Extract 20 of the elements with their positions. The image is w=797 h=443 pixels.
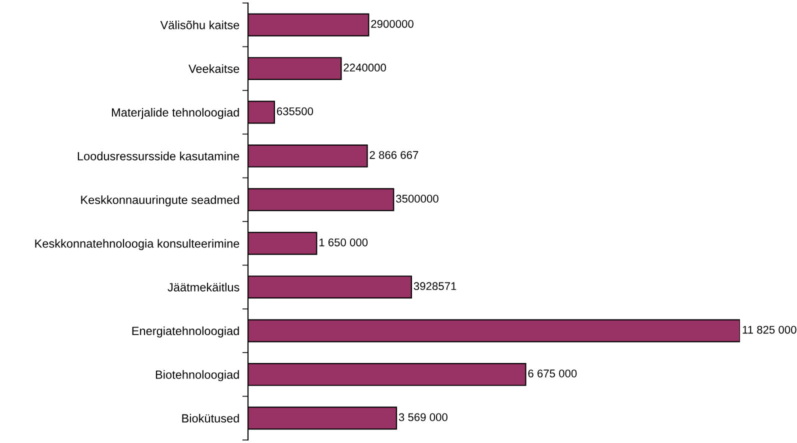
- y-tick-label: Biokütused: [182, 414, 239, 423]
- data-label: 6 675 000: [528, 370, 577, 378]
- y-tick-label: Veekaitse: [188, 64, 240, 73]
- data-label: 2 866 667: [370, 151, 418, 159]
- y-tick-label: Energiatehnoloogiad: [132, 326, 239, 338]
- y-tick-label: Keskkonnatehnoloogia konsulteerimine: [35, 239, 240, 250]
- y-tick-label: Biotehnoloogiad: [156, 370, 239, 382]
- y-tick-label: Välisõhu kaitse: [160, 20, 240, 30]
- data-label: 2240000: [344, 64, 386, 72]
- y-tick-label: Jäätmekäitlus: [168, 282, 240, 292]
- data-label: 11 825 000: [742, 326, 796, 334]
- data-label: 3928571: [414, 282, 456, 290]
- data-label: 2900000: [371, 20, 414, 28]
- y-tick-label: Materjalide tehnoloogiad: [112, 108, 239, 119]
- y-tick-label: Keskkonnauuringute seadmed: [81, 195, 239, 206]
- data-label: 635500: [276, 107, 314, 116]
- data-label: 3 569 000: [398, 413, 448, 422]
- data-label: 1 650 000: [319, 238, 368, 246]
- data-label: 3500000: [396, 194, 438, 203]
- y-tick-label: Loodusressursside kasutamine: [78, 152, 240, 160]
